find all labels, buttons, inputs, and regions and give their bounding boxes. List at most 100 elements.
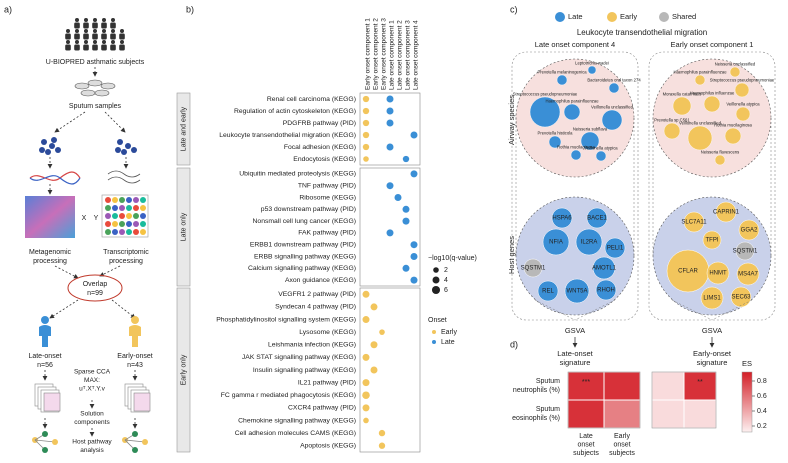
row-label: Leukocyte transendothelial migration (KE…: [219, 132, 356, 139]
onset-legend-dot: [432, 330, 436, 334]
person-head: [93, 29, 97, 33]
heatmap-cell: [567, 399, 605, 429]
size-legend-dot: [431, 285, 441, 295]
gene-bubble: [586, 207, 608, 229]
legend-label: Late: [568, 12, 583, 21]
gene-label: REL: [542, 289, 554, 295]
group-label: Late only: [180, 212, 187, 241]
heatmap-cell: [651, 399, 685, 429]
species-label: Neisseria subflava: [573, 127, 608, 132]
person-body: [119, 44, 125, 51]
bacteria: [49, 143, 55, 149]
expression-dot: [140, 221, 146, 227]
gene-label: SLC7A11: [681, 220, 707, 226]
heatmap-cell: [567, 371, 605, 401]
expression-dot: [119, 229, 125, 235]
onset-legend-dot: [432, 340, 436, 344]
dot: [362, 353, 370, 361]
host-label: Host pathway: [72, 439, 112, 446]
person-head: [84, 40, 88, 44]
species-bubble: [714, 154, 726, 166]
sputum-dish: [87, 79, 103, 87]
row-label: FAK pathway (PID): [298, 230, 356, 237]
panel-label: a): [4, 4, 12, 14]
cell: [125, 143, 131, 149]
person-head: [111, 18, 115, 22]
gene-label: RHOH: [597, 288, 615, 294]
side-subtitle: Early onset component 1: [671, 40, 754, 49]
heatmap-column-label: onset: [613, 441, 630, 448]
group-strip: [176, 167, 191, 287]
sputum-dish: [94, 89, 110, 97]
species-bubble: [672, 96, 692, 116]
legend-dot: [607, 12, 617, 22]
row-label: Ribosome (KEGG): [299, 194, 356, 201]
gene-label: CFLAR: [678, 269, 698, 275]
dot: [386, 143, 394, 151]
colorbar-tick-label: 0.2: [757, 423, 767, 430]
dot: [386, 95, 394, 103]
heatmap-row-label: Sputum: [536, 406, 560, 413]
column-header: Early onset component 1: [365, 18, 372, 90]
dot: [362, 391, 370, 400]
column-header: Early onset component 2: [373, 18, 380, 90]
species-label: Rothia mucilaginosa: [714, 123, 752, 128]
row-label: VEGFR1 2 pathway (PID): [278, 291, 356, 298]
expression-dot: [112, 229, 118, 235]
species-bubble: [570, 149, 582, 161]
column-header: Late onset component 1: [389, 20, 396, 90]
connector: [534, 299, 576, 321]
species-label: Prevotella sp C561: [654, 118, 690, 123]
species-label: Bacteroidetes oral taxon 274: [587, 78, 641, 83]
species-label: Leptotrichia wadei: [575, 61, 609, 66]
expression-dot: [133, 205, 139, 211]
expression-dot: [119, 213, 125, 219]
panel-c-title: Leukocyte transendothelial migration: [577, 28, 707, 37]
person-body: [129, 325, 141, 347]
row-label: Endocytosis (KEGG): [293, 156, 356, 163]
colorbar-tick-label: 0.4: [757, 408, 767, 415]
species-bubble: [601, 109, 623, 131]
legend-dot: [555, 12, 565, 22]
signature-label: signature: [560, 358, 591, 367]
expression-dot: [133, 221, 139, 227]
gene-label: BACE1: [587, 216, 607, 222]
connector: [671, 299, 713, 321]
heatmap-column-label: subjects: [573, 450, 599, 457]
person-head: [102, 40, 106, 44]
species-label: Streptococcus pseudopneumoniae: [513, 92, 578, 97]
arrow: [54, 265, 79, 279]
component-card: [133, 392, 151, 412]
network-node: [132, 447, 138, 453]
size-legend-dot: [433, 267, 439, 273]
row-label: ERBB signalling pathway (KEGG): [254, 253, 356, 260]
expression-dot: [126, 213, 132, 219]
dot: [410, 253, 418, 260]
subjects-label: U-BIOPRED asthmatic subjects: [46, 59, 145, 66]
row-label: Renal cell carcinoma (KEGG): [267, 96, 356, 103]
gene-label: HSPA6: [552, 216, 572, 222]
sputum-dish: [80, 89, 96, 97]
gene-bubble: [702, 230, 722, 250]
species-bubble: [563, 103, 581, 121]
species-bubble: [687, 125, 713, 151]
species-bubble: [729, 66, 741, 78]
species-label: Moraxella catarrhalis: [663, 92, 702, 97]
onset-legend-label: Early: [441, 329, 457, 336]
group-box: [359, 287, 421, 453]
cca-label: MAX:: [84, 377, 100, 384]
row-label: Airway species: [507, 95, 516, 145]
legend-label: Early: [620, 12, 637, 21]
heatmap-row-label: Sputum: [536, 378, 560, 385]
species-bubble: [587, 65, 597, 75]
panel-label: c): [510, 4, 518, 14]
column-header: Late onset component 3: [405, 20, 412, 90]
significance: ***: [582, 379, 590, 386]
person-body: [74, 22, 80, 29]
person-body: [119, 33, 125, 40]
expression-dot: [112, 197, 118, 203]
species-bubble: [529, 96, 561, 128]
colorbar-tick-label: 0.6: [757, 393, 767, 400]
cca-label: uᵀ.Xᵀ.Y.v: [79, 386, 105, 393]
person-head: [102, 29, 106, 33]
